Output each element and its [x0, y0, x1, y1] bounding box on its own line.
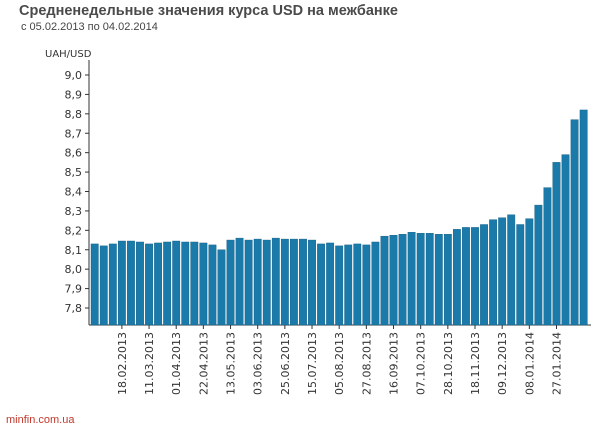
x-tick-label: 22.04.2013 [197, 332, 210, 395]
x-tick-label: 15.07.2013 [306, 332, 319, 395]
bar [416, 233, 425, 326]
bar [480, 224, 488, 326]
y-tick-label: 7,8 [65, 302, 83, 315]
bar [371, 241, 380, 326]
y-axis-ticks: 9,0 8,9 8,8 8,7 8,6 8,5 8,4 8,3 8,2 8,1 8,0 7,9 7,8 [65, 69, 89, 315]
bar [344, 244, 353, 326]
bar [561, 154, 570, 326]
y-tick-label: 8,2 [65, 224, 83, 237]
bar [534, 204, 543, 326]
bar [317, 243, 325, 326]
x-tick-label: 09.12.2013 [496, 332, 509, 395]
x-tick-label: 01.04.2013 [170, 332, 183, 395]
bar-series [90, 109, 588, 326]
bar [398, 234, 407, 326]
y-tick-label: 9,0 [65, 69, 83, 82]
bar [208, 244, 217, 326]
bar [217, 249, 226, 326]
y-tick-label: 8,1 [65, 244, 83, 257]
chart-subtitle: с 05.02.2013 по 04.02.2014 [21, 21, 158, 33]
x-tick-label: 11.03.2013 [143, 332, 156, 395]
bar [226, 239, 235, 326]
x-tick-label: 05.08.2013 [333, 332, 346, 395]
bar [108, 243, 117, 326]
bar [434, 234, 443, 326]
bar [290, 238, 298, 326]
y-tick-label: 8,5 [65, 166, 83, 179]
bar [353, 243, 362, 326]
bar [407, 232, 416, 326]
bar [579, 109, 588, 326]
bar [335, 245, 344, 326]
bar [471, 227, 479, 326]
y-tick-label: 8,4 [65, 186, 83, 199]
bar [136, 241, 144, 326]
x-tick-label: 27.08.2013 [360, 332, 373, 395]
bar [117, 240, 126, 326]
bar [543, 187, 552, 326]
bar [299, 238, 307, 326]
y-tick-label: 8,3 [65, 205, 83, 218]
bar [244, 239, 253, 326]
bar [181, 241, 190, 326]
bar [462, 227, 470, 326]
bar [172, 240, 181, 326]
bar [308, 239, 316, 326]
x-tick-label: 18.02.2013 [116, 332, 129, 395]
x-tick-label: 16.09.2013 [388, 332, 401, 395]
bar [253, 238, 262, 326]
bar [90, 243, 99, 326]
bar [99, 245, 108, 326]
bar [145, 243, 153, 326]
bar [127, 240, 135, 326]
bar [190, 241, 199, 326]
bar [271, 237, 280, 326]
bar [425, 233, 434, 326]
bar [154, 242, 163, 326]
x-tick-label: 08.01.2014 [523, 332, 536, 395]
bar [280, 238, 289, 326]
y-tick-label: 8,0 [65, 263, 83, 276]
x-axis-ticks: 18.02.2013 11.03.2013 01.04.2013 22.04.2013… [116, 325, 563, 395]
x-tick-label: 18.11.2013 [469, 332, 482, 395]
x-tick-label: 13.05.2013 [225, 332, 238, 395]
bar [489, 219, 498, 326]
bar [525, 218, 534, 326]
x-tick-label: 25.06.2013 [279, 332, 292, 395]
y-tick-label: 8,8 [65, 108, 83, 121]
x-tick-label: 03.06.2013 [252, 332, 265, 395]
bar [570, 119, 579, 326]
bar [362, 244, 371, 326]
y-tick-label: 8,9 [65, 88, 83, 101]
bar [552, 162, 561, 326]
bar [235, 237, 244, 326]
x-tick-label: 27.01.2014 [550, 332, 563, 395]
bar [516, 224, 525, 326]
x-tick-label: 07.10.2013 [415, 332, 428, 395]
bar [389, 234, 398, 326]
bar [199, 242, 208, 326]
bar [326, 242, 335, 326]
bar [262, 239, 271, 326]
bar [380, 235, 389, 326]
bar [452, 229, 461, 326]
bar [163, 241, 172, 326]
x-tick-label: 28.10.2013 [442, 332, 455, 395]
bar [498, 217, 507, 326]
chart-title: Средненедельные значения курса USD на ме… [19, 3, 398, 19]
source-link[interactable]: minfin.com.ua [6, 414, 75, 426]
bar [507, 214, 516, 326]
y-tick-label: 8,7 [65, 127, 83, 140]
bar [443, 234, 452, 326]
y-tick-label: 8,6 [65, 147, 83, 160]
y-axis-label: UAH/USD [45, 49, 92, 60]
y-tick-label: 7,9 [65, 283, 83, 296]
